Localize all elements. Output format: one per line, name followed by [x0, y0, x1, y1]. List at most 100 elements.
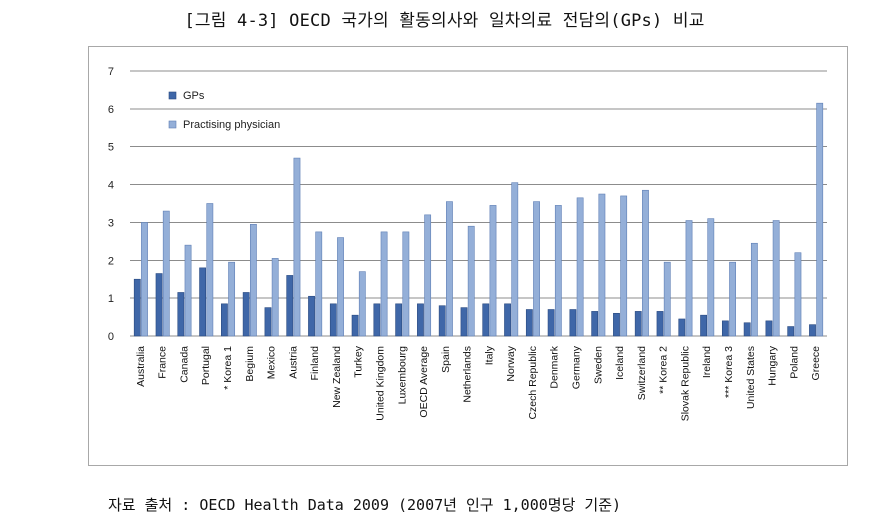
x-category-label: Sweden [592, 346, 604, 384]
bar-practising-physician [162, 210, 170, 337]
x-category-label: Germany [571, 345, 583, 389]
bar-gps [417, 303, 424, 337]
x-category-label: Switzerland [636, 346, 648, 400]
figure-title: [그림 4-3] OECD 국가의 활동의사와 일차의료 전담의(GPs) 비교 [184, 11, 705, 31]
y-tick-label: 5 [108, 142, 114, 154]
bar-gps [787, 326, 795, 337]
x-category-label: Finland [309, 346, 321, 381]
bar-practising-physician [816, 102, 824, 337]
x-category-label: Slovak Republic [679, 346, 691, 421]
x-category-label: Ireland [701, 346, 713, 378]
bar-gps [547, 309, 555, 337]
bar-practising-physician [228, 261, 236, 337]
x-category-label: Spain [440, 346, 452, 373]
legend-gps: GPs [168, 90, 205, 102]
bar-gps [199, 267, 207, 337]
x-category-label: Italy [483, 345, 495, 365]
bar-practising-physician [511, 182, 519, 337]
legend-label: Practising physician [183, 119, 280, 131]
bar-gps [308, 295, 315, 337]
legend-practising-physician: Practising physician [168, 119, 280, 131]
y-tick-label: 3 [108, 217, 114, 229]
x-category-label: United Kingdom [374, 346, 386, 421]
y-tick-label: 4 [108, 180, 114, 192]
x-category-label: Australia [135, 346, 147, 387]
x-category-label: New Zealand [331, 346, 343, 408]
bar-gps [133, 278, 141, 337]
y-tick-label: 7 [108, 66, 114, 78]
bar-gps [743, 322, 751, 337]
x-category-label: Czech Republic [527, 346, 539, 420]
bar-gps [613, 312, 620, 337]
x-category-label: *** Korea 3 [723, 346, 735, 398]
bar-practising-physician [141, 222, 148, 337]
bar-practising-physician [663, 261, 671, 337]
bar-gps [678, 318, 686, 337]
x-category-label: Poland [788, 346, 800, 379]
x-category-label: ** Korea 2 [658, 346, 670, 394]
x-category-label: Austria [287, 346, 299, 379]
bar-practising-physician [750, 242, 758, 337]
bar-gps [286, 275, 294, 337]
bar-practising-physician [598, 193, 606, 337]
bar-practising-physician [446, 201, 453, 337]
x-category-label: Mexico [266, 346, 278, 379]
bar-practising-physician [772, 220, 780, 337]
bar-practising-physician [206, 203, 214, 337]
bar-gps [525, 309, 533, 337]
x-category-label: Luxembourg [396, 346, 408, 405]
source-note: 자료 출처 : OECD Health Data 2009 (2007년 인구 … [108, 496, 622, 514]
bar-practising-physician [685, 220, 693, 337]
y-axis-ticks: 0 1 2 3 4 5 6 7 [108, 66, 114, 343]
x-axis-labels: Australia France Canada Portugal * Korea 1 Be… [135, 345, 822, 421]
bar-gps [634, 311, 642, 337]
bar-practising-physician [707, 218, 715, 337]
bar-practising-physician [576, 197, 584, 337]
x-category-label: Norway [505, 345, 517, 381]
x-category-label: Portugal [200, 346, 212, 385]
bars [133, 102, 824, 337]
bar-practising-physician [554, 205, 562, 337]
bar-practising-physician [249, 224, 257, 337]
x-category-label: Netherlands [462, 346, 474, 403]
legend-label: GPs [183, 90, 205, 102]
y-tick-label: 1 [108, 293, 114, 305]
bar-practising-physician [402, 231, 410, 337]
bar-gps [721, 320, 729, 337]
x-category-label: France [157, 346, 169, 379]
x-category-label: Canada [178, 346, 190, 383]
bar-gps [373, 303, 381, 337]
bar-gps [700, 314, 708, 337]
bar-practising-physician [794, 252, 802, 337]
y-tick-label: 2 [108, 255, 114, 267]
bar-gps [177, 292, 185, 337]
bar-practising-physician [337, 237, 344, 337]
bar-practising-physician [315, 231, 323, 337]
bar-gps [656, 311, 664, 337]
bar-gps [242, 292, 250, 337]
x-category-label: * Korea 1 [222, 346, 234, 390]
bar-gps [482, 303, 490, 337]
bar-practising-physician [729, 261, 736, 337]
bar-practising-physician [620, 195, 628, 337]
bar-practising-physician [424, 214, 432, 337]
x-category-label: Greece [810, 346, 822, 381]
bar-gps [765, 320, 773, 337]
bar-gps [504, 303, 511, 337]
bar-gps [569, 309, 577, 337]
x-category-label: Begium [244, 346, 256, 382]
x-category-label: Turkey [353, 345, 365, 377]
bar-practising-physician [184, 244, 192, 337]
bar-gps [395, 303, 403, 337]
bar-gps [809, 324, 816, 337]
bar-gps [155, 273, 163, 337]
bar-gps [264, 307, 272, 337]
bar-gps [591, 311, 599, 337]
x-category-label: Denmark [549, 345, 561, 388]
bar-practising-physician [358, 271, 366, 337]
bar-gps [351, 314, 359, 337]
bar-gps [438, 305, 446, 337]
legend-swatch [168, 91, 177, 100]
bar-gps [329, 303, 337, 337]
y-tick-label: 6 [108, 104, 114, 116]
